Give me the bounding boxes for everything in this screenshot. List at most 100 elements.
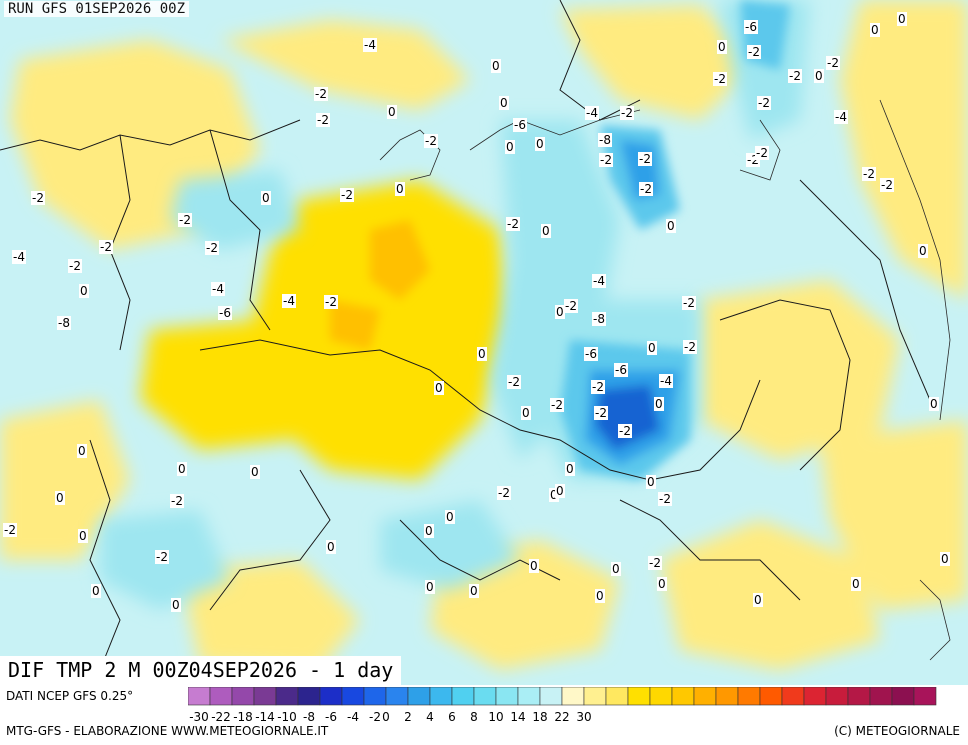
legend-swatch: [539, 686, 563, 706]
legend-swatch: [187, 686, 211, 706]
contour-label: 0: [91, 584, 101, 598]
contour-label: 0: [555, 305, 565, 319]
contour-label: -2: [155, 550, 169, 564]
contour-label: 0: [647, 341, 657, 355]
contour-label: -2: [594, 406, 608, 420]
data-source-label: DATI NCEP GFS 0.25°: [6, 689, 134, 703]
contour-label: -2: [564, 299, 578, 313]
contour-label: -2: [314, 87, 328, 101]
legend-swatch: [385, 686, 409, 706]
contour-label: -4: [211, 282, 225, 296]
color-legend: -30 -22 -18 -14 -10 -8 -6 -4 -2 0 2 4 6 8 10 14 18 22 30: [187, 686, 968, 724]
legend-swatch: [583, 686, 607, 706]
map-footer: DATI NCEP GFS 0.25° -30 -22 -18 -14 -10 -8 -6-…: [0, 685, 968, 745]
legend-swatch: [297, 686, 321, 706]
credit-right: (C) METEOGIORNALE: [834, 724, 960, 738]
contour-label: -2: [591, 380, 605, 394]
contour-label: -2: [316, 113, 330, 127]
contour-label: 0: [469, 584, 479, 598]
contour-label: -4: [834, 110, 848, 124]
legend-swatch: [737, 686, 761, 706]
strong-cool-areas: [560, 0, 790, 480]
legend-tick: -2: [369, 710, 381, 724]
contour-label: -2: [755, 146, 769, 160]
contour-label: -4: [592, 274, 606, 288]
contour-label: -2: [638, 152, 652, 166]
contour-label: 0: [387, 105, 397, 119]
contour-label: -4: [659, 374, 673, 388]
legend-swatch: [605, 686, 629, 706]
contour-label: 0: [565, 462, 575, 476]
legend-tick: -4: [347, 710, 359, 724]
contour-label: 0: [753, 593, 763, 607]
legend-swatch: [913, 686, 937, 706]
legend-swatch: [429, 686, 453, 706]
contour-label: -2: [497, 486, 511, 500]
legend-tick: -30: [189, 710, 209, 724]
contour-label: 0: [940, 552, 950, 566]
contour-label: 0: [434, 381, 444, 395]
legend-tick: 10: [488, 710, 504, 724]
contour-label: -6: [584, 347, 598, 361]
contour-label: -6: [218, 306, 232, 320]
contour-label: -2: [880, 178, 894, 192]
legend-swatch: [627, 686, 651, 706]
contour-label: -2: [170, 494, 184, 508]
contour-label: -8: [57, 316, 71, 330]
contour-label: -2: [205, 241, 219, 255]
legend-swatch: [869, 686, 893, 706]
contour-label: -4: [282, 294, 296, 308]
contour-label: 0: [549, 488, 559, 502]
contour-label: 0: [851, 577, 861, 591]
legend-swatch: [407, 686, 431, 706]
strong-warm-spots: [330, 220, 430, 350]
contour-label: 0: [595, 589, 605, 603]
legend-tick: 30: [576, 710, 592, 724]
legend-swatch: [803, 686, 827, 706]
contour-label: 0: [654, 397, 664, 411]
contour-label: 0: [425, 580, 435, 594]
contour-label: 0: [424, 524, 434, 538]
legend-swatch: [825, 686, 849, 706]
legend-tick: -14: [255, 710, 275, 724]
contour-label: 0: [521, 406, 531, 420]
contour-label: 0: [78, 529, 88, 543]
contour-label: 0: [171, 598, 181, 612]
contour-label: -2: [747, 45, 761, 59]
contour-label: 0: [555, 484, 565, 498]
legend-tick: -6: [325, 710, 337, 724]
legend-swatch: [341, 686, 365, 706]
contour-label: 0: [657, 577, 667, 591]
legend-tick: 22: [554, 710, 570, 724]
contour-label: 0: [535, 137, 545, 151]
legend-swatch: [561, 686, 585, 706]
contour-label: -8: [598, 133, 612, 147]
temperature-difference-map: RUN GFS 01SEP2026 00Z -6 0 0 0 -2 -4 -2 0 -2 -2 0-…: [0, 0, 968, 685]
map-caption: DIF TMP 2 M 00Z04SEP2026 - 1 day: [0, 656, 402, 685]
contour-label: -2: [682, 296, 696, 310]
contour-label: 0: [261, 191, 271, 205]
legend-swatch: [517, 686, 541, 706]
contour-label: -2: [826, 56, 840, 70]
legend-tick: -8: [303, 710, 315, 724]
contour-label: -6: [614, 363, 628, 377]
contour-label: -2: [757, 96, 771, 110]
contour-label: -6: [513, 118, 527, 132]
contour-label: 0: [666, 219, 676, 233]
contour-label: 0: [77, 444, 87, 458]
contour-label: -4: [363, 38, 377, 52]
contour-label: 0: [918, 244, 928, 258]
contour-label: -2: [3, 523, 17, 537]
legend-swatch: [891, 686, 915, 706]
legend-swatch: [275, 686, 299, 706]
contour-label: -2: [99, 240, 113, 254]
legend-tick: -18: [233, 710, 253, 724]
legend-tick: 18: [532, 710, 548, 724]
contour-label: 0: [177, 462, 187, 476]
contour-label: -2: [683, 340, 697, 354]
contour-label: -2: [862, 167, 876, 181]
contour-label: 0: [897, 12, 907, 26]
credit-left: MTG-GFS - ELABORAZIONE WWW.METEOGIORNALE…: [6, 724, 329, 738]
contour-label: -6: [744, 20, 758, 34]
legend-swatch: [495, 686, 519, 706]
